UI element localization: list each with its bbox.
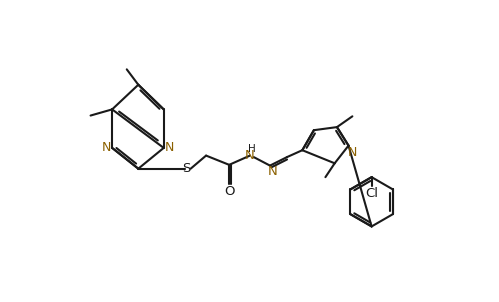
Text: H: H: [249, 144, 256, 154]
Text: N: N: [245, 149, 255, 162]
Text: N: N: [267, 165, 277, 178]
Text: O: O: [224, 185, 235, 198]
Text: N: N: [348, 146, 357, 159]
Text: Cl: Cl: [365, 187, 378, 200]
Text: N: N: [165, 141, 175, 154]
Text: N: N: [101, 141, 111, 154]
Text: S: S: [182, 162, 190, 175]
